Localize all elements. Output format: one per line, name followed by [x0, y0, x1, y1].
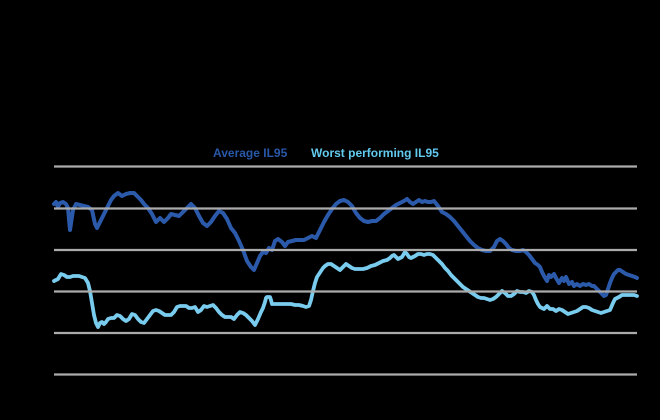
svg-text:Average IL95: Average IL95	[213, 146, 288, 160]
svg-text:Worst performing IL95: Worst performing IL95	[311, 146, 439, 160]
